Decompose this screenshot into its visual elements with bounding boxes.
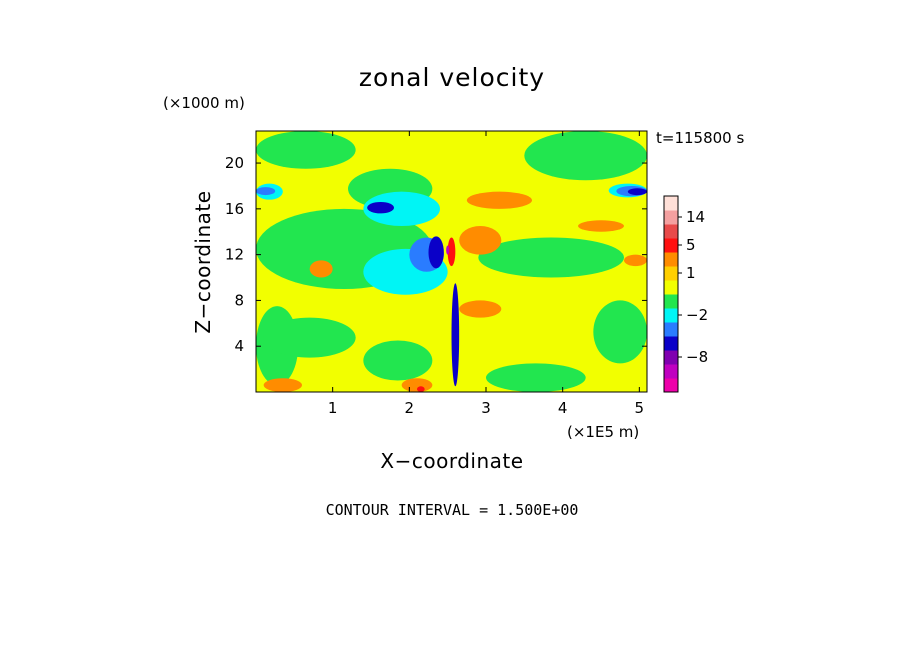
- contour-region-27: [578, 220, 624, 232]
- contour-region-26: [459, 300, 502, 318]
- contour-region-24: [466, 191, 532, 209]
- contour-region-20: [451, 283, 460, 387]
- contour-region-23: [401, 378, 433, 392]
- contour-region-28: [624, 254, 647, 267]
- colorbar-frame: [663, 195, 679, 393]
- colorbar-swatch: [664, 322, 678, 337]
- contour-region-5: [524, 131, 647, 181]
- contour-region-7: [485, 363, 586, 392]
- colorbar: [663, 195, 679, 393]
- contour-region-29: [447, 237, 456, 267]
- colorbar-label: −2: [686, 306, 708, 324]
- colorbar-label: −8: [686, 348, 708, 366]
- x-tick-label: 2: [405, 399, 415, 417]
- y-scale-label: (×1000 m): [163, 94, 245, 112]
- y-tick-label: 4: [234, 337, 244, 355]
- colorbar-label: 5: [686, 236, 696, 254]
- plot-area: [256, 131, 647, 392]
- contour-region-14: [256, 187, 276, 196]
- colorbar-swatch: [664, 224, 678, 239]
- y-tick-label: 12: [225, 246, 244, 264]
- contour-region-17: [428, 236, 444, 269]
- contour-regions: [256, 131, 647, 392]
- y-axis-label: Z−coordinate: [191, 190, 215, 333]
- colorbar-label: 1: [686, 264, 696, 282]
- colorbar-swatch: [664, 364, 678, 379]
- colorbar-swatch: [664, 266, 678, 281]
- colorbar-swatch: [664, 280, 678, 295]
- contour-region-18: [367, 201, 395, 214]
- colorbar-label: 14: [686, 208, 705, 226]
- contour-region-21: [263, 378, 302, 392]
- colorbar-swatch: [664, 210, 678, 225]
- colorbar-swatch: [664, 378, 678, 393]
- contour-region-25: [459, 226, 502, 255]
- contour-region-31: [446, 245, 450, 255]
- x-tick-label: 1: [328, 399, 338, 417]
- colorbar-swatch: [664, 336, 678, 351]
- x-tick-label: 3: [481, 399, 491, 417]
- colorbar-swatch: [664, 252, 678, 267]
- contour-region-19: [627, 188, 647, 196]
- colorbar-swatch: [664, 238, 678, 253]
- x-axis-label: X−coordinate: [380, 449, 523, 473]
- contour-region-6: [478, 237, 624, 278]
- contour-region-4: [256, 131, 356, 169]
- x-tick-label: 5: [635, 399, 645, 417]
- x-axis-ticks: 1 2 3 4 5: [328, 131, 644, 417]
- y-axis-ticks: 4 8 12 16 20: [225, 154, 647, 355]
- contour-region-22: [309, 260, 333, 278]
- time-label: t=115800 s: [656, 129, 744, 147]
- colorbar-swatch: [664, 308, 678, 323]
- colorbar-swatch: [664, 196, 678, 211]
- colorbar-swatch: [664, 350, 678, 365]
- chart-title: zonal velocity: [359, 63, 545, 92]
- colorbar-swatch: [664, 294, 678, 309]
- contour-region-8: [593, 300, 647, 364]
- contour-region-9: [363, 340, 433, 381]
- contour-region-1: [263, 317, 356, 358]
- y-tick-label: 16: [225, 200, 244, 218]
- x-scale-label: (×1E5 m): [567, 423, 639, 441]
- contour-region-11: [363, 191, 440, 227]
- contour-region-30: [417, 386, 425, 392]
- plot-frame: [255, 130, 648, 393]
- y-tick-label: 8: [234, 291, 244, 309]
- colorbar-labels: 14 5 1 −2 −8: [678, 208, 708, 366]
- x-tick-label: 4: [558, 399, 568, 417]
- contour-interval-label: CONTOUR INTERVAL = 1.500E+00: [326, 501, 579, 519]
- y-tick-label: 20: [225, 154, 244, 172]
